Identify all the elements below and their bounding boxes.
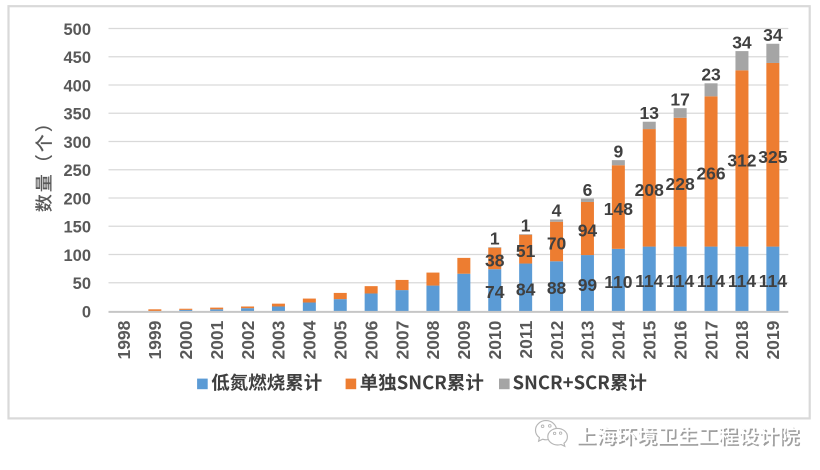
svg-text:300: 300 bbox=[63, 134, 91, 152]
svg-text:2002: 2002 bbox=[238, 320, 258, 359]
svg-text:110: 110 bbox=[604, 272, 632, 292]
svg-text:0: 0 bbox=[82, 303, 91, 321]
svg-text:2003: 2003 bbox=[269, 320, 289, 359]
svg-text:99: 99 bbox=[578, 275, 598, 295]
svg-text:325: 325 bbox=[758, 147, 787, 167]
svg-text:2006: 2006 bbox=[361, 320, 381, 359]
svg-text:23: 23 bbox=[701, 65, 721, 85]
svg-text:2016: 2016 bbox=[670, 320, 690, 359]
svg-text:51: 51 bbox=[516, 241, 536, 261]
svg-text:1999: 1999 bbox=[145, 320, 165, 359]
svg-text:2017: 2017 bbox=[701, 321, 721, 360]
svg-text:2018: 2018 bbox=[732, 320, 752, 359]
svg-text:2001: 2001 bbox=[207, 320, 227, 359]
svg-text:34: 34 bbox=[732, 32, 752, 52]
svg-text:13: 13 bbox=[640, 103, 660, 123]
svg-text:1: 1 bbox=[521, 215, 531, 235]
svg-text:2014: 2014 bbox=[609, 320, 629, 359]
svg-text:312: 312 bbox=[727, 150, 756, 170]
svg-text:2005: 2005 bbox=[331, 320, 351, 359]
svg-text:114: 114 bbox=[759, 271, 787, 291]
svg-text:1: 1 bbox=[490, 228, 500, 248]
svg-text:2013: 2013 bbox=[578, 320, 598, 359]
svg-text:350: 350 bbox=[63, 106, 91, 124]
svg-text:208: 208 bbox=[635, 180, 664, 200]
svg-text:2000: 2000 bbox=[176, 320, 196, 359]
svg-text:450: 450 bbox=[63, 49, 91, 67]
svg-text:2008: 2008 bbox=[423, 320, 443, 359]
svg-text:1998: 1998 bbox=[114, 320, 134, 359]
svg-text:6: 6 bbox=[583, 180, 593, 200]
svg-text:2019: 2019 bbox=[763, 320, 783, 359]
svg-text:228: 228 bbox=[666, 174, 695, 194]
svg-text:2011: 2011 bbox=[516, 320, 536, 358]
svg-text:114: 114 bbox=[635, 271, 663, 291]
svg-text:400: 400 bbox=[63, 77, 91, 95]
svg-text:94: 94 bbox=[578, 221, 598, 241]
svg-text:74: 74 bbox=[485, 282, 505, 302]
svg-text:38: 38 bbox=[485, 250, 505, 270]
svg-text:500: 500 bbox=[63, 21, 91, 39]
svg-text:88: 88 bbox=[547, 278, 567, 298]
svg-text:34: 34 bbox=[763, 25, 783, 45]
svg-text:114: 114 bbox=[697, 271, 725, 291]
svg-text:150: 150 bbox=[63, 219, 91, 237]
svg-text:266: 266 bbox=[696, 163, 725, 183]
svg-text:70: 70 bbox=[547, 234, 567, 254]
svg-text:50: 50 bbox=[73, 275, 91, 293]
svg-text:2007: 2007 bbox=[392, 321, 412, 360]
svg-text:9: 9 bbox=[613, 141, 623, 161]
svg-text:148: 148 bbox=[604, 199, 633, 219]
svg-text:114: 114 bbox=[666, 271, 694, 291]
svg-text:2012: 2012 bbox=[547, 320, 567, 359]
svg-text:2015: 2015 bbox=[640, 320, 660, 359]
svg-text:114: 114 bbox=[728, 271, 756, 291]
svg-text:2010: 2010 bbox=[485, 320, 505, 359]
svg-text:250: 250 bbox=[63, 162, 91, 180]
svg-text:2004: 2004 bbox=[300, 320, 320, 359]
svg-text:100: 100 bbox=[63, 247, 91, 265]
svg-text:200: 200 bbox=[63, 190, 91, 208]
svg-text:17: 17 bbox=[670, 89, 689, 109]
svg-text:4: 4 bbox=[552, 201, 562, 221]
svg-text:84: 84 bbox=[516, 279, 536, 299]
svg-text:2009: 2009 bbox=[454, 320, 474, 359]
